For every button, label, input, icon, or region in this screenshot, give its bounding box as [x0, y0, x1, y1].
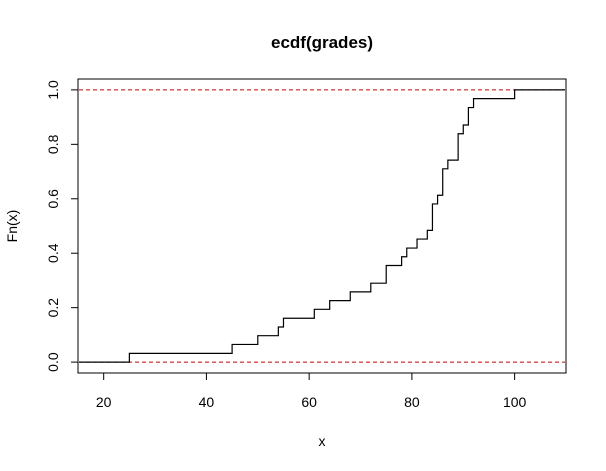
plot-frame	[77, 78, 567, 374]
plot-area: 20 40 60 80 100 0.0 0.2 0.4 0.6 0.8 1.0	[45, 78, 567, 410]
ecdf-step-line	[79, 89, 565, 363]
y-tick-label: 0.0	[45, 352, 61, 372]
x-tick-label: 60	[301, 394, 317, 410]
y-tick-label: 1.0	[45, 80, 61, 100]
x-tick-label: 20	[96, 394, 112, 410]
x-axis-label: x	[319, 433, 326, 449]
y-axis-label: Fn(x)	[4, 210, 20, 243]
x-tick-label: 100	[503, 394, 527, 410]
y-tick-label: 0.2	[45, 298, 61, 318]
chart-title: ecdf(grades)	[271, 33, 373, 52]
y-tick-label: 0.4	[45, 243, 61, 263]
y-tick-label: 0.8	[45, 134, 61, 154]
y-tick-label: 0.6	[45, 189, 61, 209]
x-tick-label: 80	[404, 394, 420, 410]
x-tick-label: 40	[199, 394, 215, 410]
